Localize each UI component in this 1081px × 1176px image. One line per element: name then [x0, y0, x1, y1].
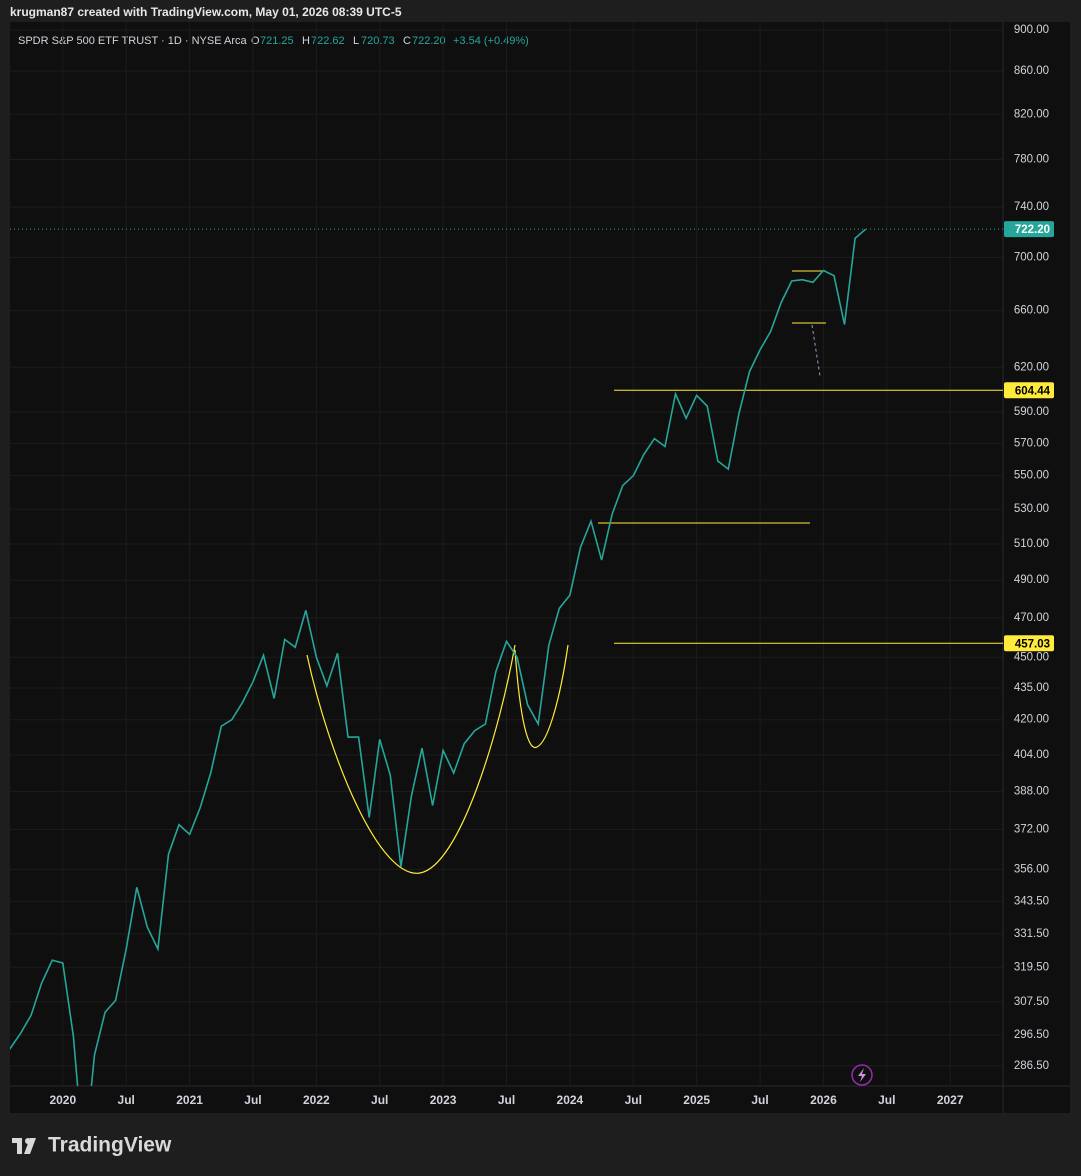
y-tick-label: 356.00 [1014, 863, 1049, 875]
y-tick-label: 286.50 [1014, 1060, 1049, 1072]
x-tick-label: Jul [751, 1093, 768, 1107]
y-tick-label: 450.00 [1014, 651, 1049, 663]
drawings [306, 270, 826, 874]
axes: 900.00 860.00 820.00 780.00 740.00 700.00 660.… [49, 24, 1054, 1107]
logo-dot [25, 1138, 31, 1144]
event-icon[interactable] [851, 1064, 873, 1086]
handle-curve [514, 644, 569, 749]
h-label: H [302, 35, 310, 47]
y-tick-label: 510.00 [1014, 538, 1049, 550]
event-bolt [858, 1068, 866, 1082]
y-tick-label: 700.00 [1014, 251, 1049, 263]
o-value: 721.25 [260, 35, 294, 47]
x-tick-label: 2027 [937, 1093, 964, 1107]
y-tick-label: 860.00 [1014, 65, 1049, 77]
price-tag [1004, 221, 1054, 238]
change: +3.54 (+0.49%) [453, 35, 529, 47]
y-tick-label: 570.00 [1014, 437, 1049, 449]
price-tag [1004, 635, 1054, 652]
l-value: 720.73 [361, 35, 395, 47]
x-tick-label: Jul [625, 1093, 642, 1107]
projection [811, 324, 821, 377]
symbol: SPDR S&P 500 ETF TRUST · 1D · NYSE Arca [18, 35, 248, 47]
chart-panel [10, 22, 1070, 1113]
y-tick-label: 470.00 [1014, 612, 1049, 624]
y-tick-label: 372.00 [1014, 824, 1049, 836]
y-tick-label: 780.00 [1014, 154, 1049, 166]
price-tag [1004, 382, 1054, 399]
brand: TradingView [48, 1134, 172, 1157]
y-tick-label: 820.00 [1014, 108, 1049, 120]
y-tick-label: 435.00 [1014, 682, 1049, 694]
x-tick-label: Jul [118, 1093, 135, 1107]
y-tick-label: 900.00 [1014, 24, 1049, 36]
o-label: O [251, 35, 260, 47]
x-tick-label: 2022 [303, 1093, 330, 1107]
price-line [10, 228, 867, 1086]
c-label: C [403, 35, 411, 47]
price-tag-label: 604.44 [1015, 385, 1051, 397]
y-tick-label: 388.00 [1014, 785, 1049, 797]
price-tag-label: 457.03 [1015, 638, 1050, 650]
x-tick-label: 2024 [557, 1093, 584, 1107]
x-tick-label: Jul [244, 1093, 261, 1107]
y-tick-label: 740.00 [1014, 201, 1049, 213]
x-tick-label: Jul [371, 1093, 388, 1107]
y-tick-label: 620.00 [1014, 361, 1049, 373]
y-tick-label: 296.50 [1014, 1029, 1049, 1041]
y-tick-label: 530.00 [1014, 503, 1049, 515]
y-tick-label: 590.00 [1014, 406, 1049, 418]
grid [10, 22, 1003, 1086]
price-tag-label: 722.20 [1015, 224, 1050, 236]
x-tick-label: 2023 [430, 1093, 457, 1107]
credit: krugman87 created with TradingView.com, … [10, 5, 402, 19]
y-tick-label: 307.50 [1014, 996, 1049, 1008]
plot [10, 228, 1003, 1086]
l-label: L [353, 35, 359, 47]
y-tick-label: 319.50 [1014, 961, 1049, 973]
x-tick-label: Jul [498, 1093, 515, 1107]
legend: SPDR S&P 500 ETF TRUST · 1D · NYSE Arca … [18, 35, 529, 47]
c-value: 722.20 [412, 35, 446, 47]
y-tick-label: 343.50 [1014, 896, 1049, 908]
y-tick-label: 404.00 [1014, 749, 1049, 761]
cup-curve [306, 644, 516, 874]
x-tick-label: 2020 [49, 1093, 76, 1107]
y-tick-label: 420.00 [1014, 714, 1049, 726]
x-tick-label: 2025 [683, 1093, 710, 1107]
x-tick-label: 2026 [810, 1093, 837, 1107]
logo: TradingView [12, 1134, 172, 1157]
x-tick-label: Jul [878, 1093, 895, 1107]
y-tick-label: 490.00 [1014, 574, 1049, 586]
h-value: 722.62 [311, 35, 345, 47]
x-tick-label: 2021 [176, 1093, 203, 1107]
y-tick-label: 550.00 [1014, 470, 1049, 482]
y-tick-label: 331.50 [1014, 928, 1049, 940]
y-tick-label: 660.00 [1014, 305, 1049, 317]
